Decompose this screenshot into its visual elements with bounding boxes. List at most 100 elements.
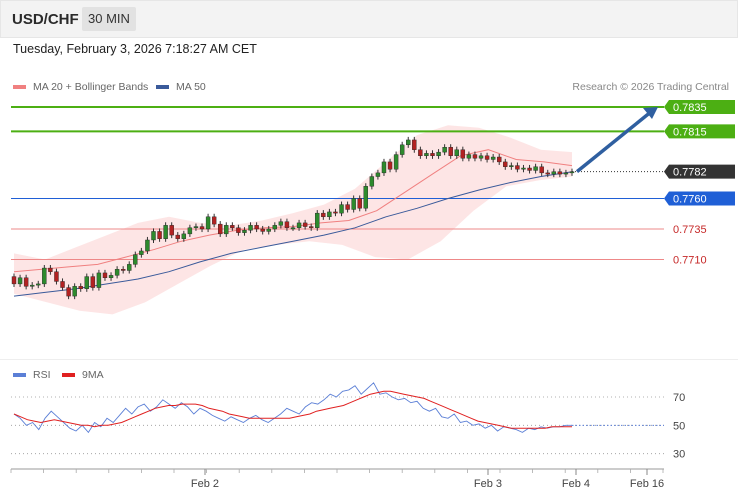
candle-body xyxy=(54,271,59,282)
candle-body xyxy=(96,272,102,288)
candle-body xyxy=(145,239,150,252)
candle-body xyxy=(515,165,520,170)
candle-body xyxy=(181,233,187,239)
level-label: 0.7760 xyxy=(673,194,707,206)
candle-body xyxy=(242,230,247,233)
candle-body xyxy=(551,171,557,175)
candle-body xyxy=(369,176,375,187)
candles xyxy=(11,136,575,300)
candle-body xyxy=(490,156,496,160)
candle-body xyxy=(363,186,368,209)
candle-body xyxy=(399,144,405,155)
candle-body xyxy=(406,139,411,146)
candle-body xyxy=(236,227,241,233)
candle-body xyxy=(448,147,453,156)
candle-body xyxy=(254,225,259,230)
candle-body xyxy=(11,276,17,285)
candle-body xyxy=(187,227,193,235)
panel-separator xyxy=(0,359,738,360)
candle-body xyxy=(29,284,35,287)
ma50-line xyxy=(13,171,573,297)
candle-body xyxy=(175,234,180,239)
candle-body xyxy=(114,269,120,276)
candle-body xyxy=(412,139,417,150)
candle-body xyxy=(193,226,199,228)
candle-body xyxy=(84,276,89,289)
candle-body xyxy=(169,225,174,236)
candle-body xyxy=(563,172,569,175)
candle-body xyxy=(90,276,96,288)
candle-body xyxy=(345,204,350,210)
x-tick-label-Feb 4: Feb 4 xyxy=(562,478,590,490)
candle-body xyxy=(472,154,478,159)
candle-body xyxy=(545,172,550,175)
candle-body xyxy=(296,222,302,228)
candle-body xyxy=(321,212,326,217)
candle-body xyxy=(357,198,362,209)
ma50-swatch xyxy=(156,85,169,89)
candle-body xyxy=(308,226,314,228)
candle-body xyxy=(454,149,459,156)
legend-ma50: MA 50 xyxy=(156,81,206,93)
level-tag-0.7735: 0.7735 xyxy=(673,224,707,236)
candle-body xyxy=(139,250,144,255)
candle-body xyxy=(163,225,168,239)
rsi-swatch xyxy=(13,373,26,377)
candle-body xyxy=(248,225,253,231)
candle-body xyxy=(424,153,429,157)
legend-9ma-label: 9MA xyxy=(82,369,104,381)
legend-ma20-label: MA 20 + Bollinger Bands xyxy=(33,81,149,93)
candle-body xyxy=(199,226,205,230)
forecast-arrow-shaft xyxy=(575,109,654,174)
candle-body xyxy=(260,228,265,232)
timestamp: Tuesday, February 3, 2026 7:18:27 AM CET xyxy=(13,42,257,56)
candle-body xyxy=(339,204,344,214)
candle-body xyxy=(315,212,320,228)
candle-body xyxy=(78,286,83,289)
copyright-note: Research © 2026 Trading Central xyxy=(572,81,729,93)
candle-body xyxy=(375,172,381,177)
level-label: 0.7782 xyxy=(673,167,707,179)
rsi-tick-label-70: 70 xyxy=(673,392,685,404)
candle-body xyxy=(278,221,284,226)
candle-body xyxy=(42,267,47,285)
level-label: 0.7710 xyxy=(673,255,707,267)
level-label: 0.7815 xyxy=(673,126,707,138)
rsi-9ma-line xyxy=(13,390,572,429)
forecast-arrow-head xyxy=(643,107,658,119)
level-label: 0.7835 xyxy=(673,102,707,114)
x-tick-label-Feb 16: Feb 16 xyxy=(630,478,664,490)
candle-body xyxy=(36,283,41,286)
candle-body xyxy=(48,267,53,272)
candle-body xyxy=(509,165,514,167)
legend-rsi: RSI xyxy=(13,369,51,381)
candle-body xyxy=(327,211,332,217)
candle-body xyxy=(66,287,71,297)
level-tag-bg xyxy=(664,164,735,179)
candle-body xyxy=(539,166,544,174)
candle-body xyxy=(393,154,399,170)
candle-body xyxy=(133,254,138,265)
legend-9ma: 9MA xyxy=(62,369,104,381)
ma20-swatch xyxy=(13,85,26,89)
legend-ma50-label: MA 50 xyxy=(176,81,206,93)
candle-body xyxy=(497,156,502,163)
symbol-title: USD/CHF xyxy=(12,11,79,28)
candle-body xyxy=(478,155,484,159)
candle-body xyxy=(381,161,387,174)
candle-body xyxy=(387,161,393,170)
candle-body xyxy=(120,269,126,271)
level-tag-bg xyxy=(664,100,735,114)
ma9-swatch xyxy=(62,373,75,377)
candle-body xyxy=(127,264,132,271)
x-tick-label-Feb 3: Feb 3 xyxy=(474,478,502,490)
timeframe-button[interactable]: 30 MIN xyxy=(82,7,136,31)
candle-body xyxy=(533,166,538,171)
candle-body xyxy=(102,272,108,279)
candle-body xyxy=(430,153,435,157)
candle-body xyxy=(108,275,114,278)
level-tag-bg xyxy=(664,191,735,206)
candle-body xyxy=(230,225,235,228)
level-tag-0.7815: 0.7815 xyxy=(664,124,735,139)
